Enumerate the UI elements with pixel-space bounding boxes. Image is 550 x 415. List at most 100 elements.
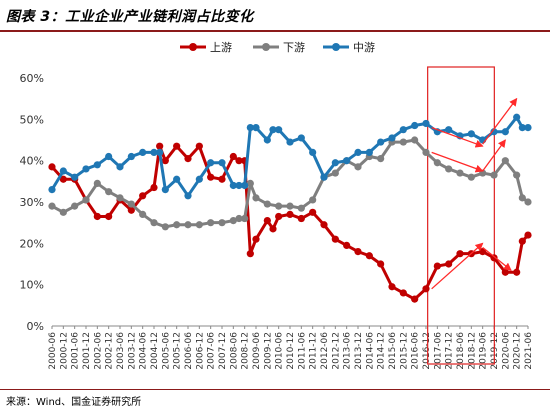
- x-tick-label: 2006-12: [195, 332, 205, 370]
- x-tick-label: 2013-06: [343, 332, 353, 370]
- data-point: [59, 167, 67, 175]
- data-point: [71, 202, 79, 210]
- x-tick-label: 2016-06: [411, 332, 421, 370]
- x-tick-label: 2002-12: [105, 332, 115, 370]
- x-tick-label: 2019-06: [479, 332, 489, 370]
- data-point: [218, 159, 226, 167]
- data-point: [139, 192, 147, 200]
- data-point: [490, 128, 498, 136]
- data-point: [150, 219, 158, 227]
- chart-title: 图表 3：工业企业产业链利润占比变化: [6, 9, 254, 25]
- x-tick-label: 2005-12: [173, 332, 183, 370]
- data-point: [156, 148, 164, 156]
- data-point: [93, 179, 101, 187]
- data-point: [456, 169, 464, 177]
- legend-label: 中游: [353, 41, 375, 54]
- data-point: [229, 181, 237, 190]
- y-tick-label: 0%: [27, 320, 44, 333]
- data-point: [433, 159, 441, 167]
- data-point: [82, 165, 90, 173]
- y-tick-label: 20%: [20, 237, 44, 250]
- x-tick-label: 2013-12: [354, 332, 364, 370]
- x-tick-label: 2001-06: [71, 332, 81, 370]
- data-point: [286, 138, 294, 146]
- y-tick-label: 40%: [20, 155, 44, 168]
- data-point: [524, 124, 532, 132]
- trend-arrow: [482, 139, 506, 172]
- x-tick-label: 2001-12: [82, 332, 92, 370]
- data-point: [59, 175, 67, 183]
- x-tick-label: 2002-06: [93, 332, 103, 370]
- x-tick-label: 2003-12: [127, 332, 137, 370]
- data-point: [490, 254, 498, 262]
- title-divider: [0, 30, 550, 32]
- data-point: [127, 200, 135, 208]
- legend-label: 下游: [283, 41, 305, 54]
- x-tick-label: 2021-06: [524, 332, 534, 370]
- data-point: [195, 142, 203, 150]
- data-point: [105, 152, 113, 161]
- data-point: [184, 221, 192, 229]
- x-tick-label: 2006-06: [184, 332, 194, 370]
- data-point: [422, 119, 430, 128]
- data-point: [343, 157, 351, 165]
- data-point: [173, 142, 181, 150]
- data-point: [195, 221, 203, 229]
- series-中游: [48, 113, 532, 200]
- data-point: [309, 208, 317, 216]
- source-note: 来源：Wind、国金证券研究所: [6, 397, 142, 408]
- data-point: [501, 128, 509, 136]
- line-chart: 0% 10% 20% 30% 40% 50% 60% 2000-06 2000-12 2001-0…: [20, 41, 534, 370]
- data-point: [388, 283, 396, 291]
- data-point: [116, 194, 124, 202]
- data-point: [241, 214, 249, 223]
- data-point: [116, 163, 124, 171]
- data-point: [422, 148, 430, 156]
- data-point: [71, 173, 79, 181]
- data-point: [269, 126, 277, 134]
- data-point: [411, 295, 419, 303]
- x-tick-label: 2009-12: [263, 332, 273, 370]
- x-tick-label: 2014-06: [365, 332, 375, 370]
- y-tick-label: 60%: [20, 72, 44, 85]
- data-point: [365, 148, 373, 156]
- data-point: [518, 124, 526, 132]
- data-point: [252, 124, 260, 132]
- data-point: [184, 192, 192, 200]
- data-point: [399, 126, 407, 134]
- data-point: [524, 231, 532, 239]
- y-tick-label: 30%: [20, 196, 44, 209]
- legend-marker: [262, 43, 270, 51]
- x-tick-label: 2020-06: [501, 332, 511, 370]
- y-tick-label: 50%: [20, 113, 44, 126]
- data-point: [297, 214, 305, 223]
- data-point: [524, 198, 532, 206]
- data-point: [246, 124, 254, 132]
- data-point: [93, 212, 101, 221]
- trend-arrow: [482, 246, 512, 271]
- x-tick-label: 2017-12: [445, 332, 455, 370]
- data-point: [343, 241, 351, 249]
- x-tick-label: 2018-06: [456, 332, 466, 370]
- data-point: [399, 138, 407, 146]
- data-point: [105, 212, 113, 221]
- data-point: [150, 148, 158, 156]
- data-point: [433, 262, 441, 270]
- data-point: [286, 210, 294, 218]
- chart-legend: 上游 下游 中游: [180, 41, 375, 54]
- data-point: [161, 186, 169, 194]
- data-point: [354, 163, 362, 171]
- data-point: [297, 134, 305, 142]
- x-tick-label: 2004-06: [139, 332, 149, 370]
- data-point: [252, 194, 260, 202]
- data-point: [411, 121, 419, 130]
- data-point: [513, 171, 521, 179]
- x-tick-label: 2018-12: [467, 332, 477, 370]
- data-point: [467, 130, 475, 138]
- data-point: [445, 260, 453, 268]
- data-point: [513, 113, 521, 121]
- data-point: [48, 202, 56, 210]
- data-point: [501, 157, 509, 165]
- series-line: [50, 115, 528, 198]
- chart-series: [48, 113, 532, 303]
